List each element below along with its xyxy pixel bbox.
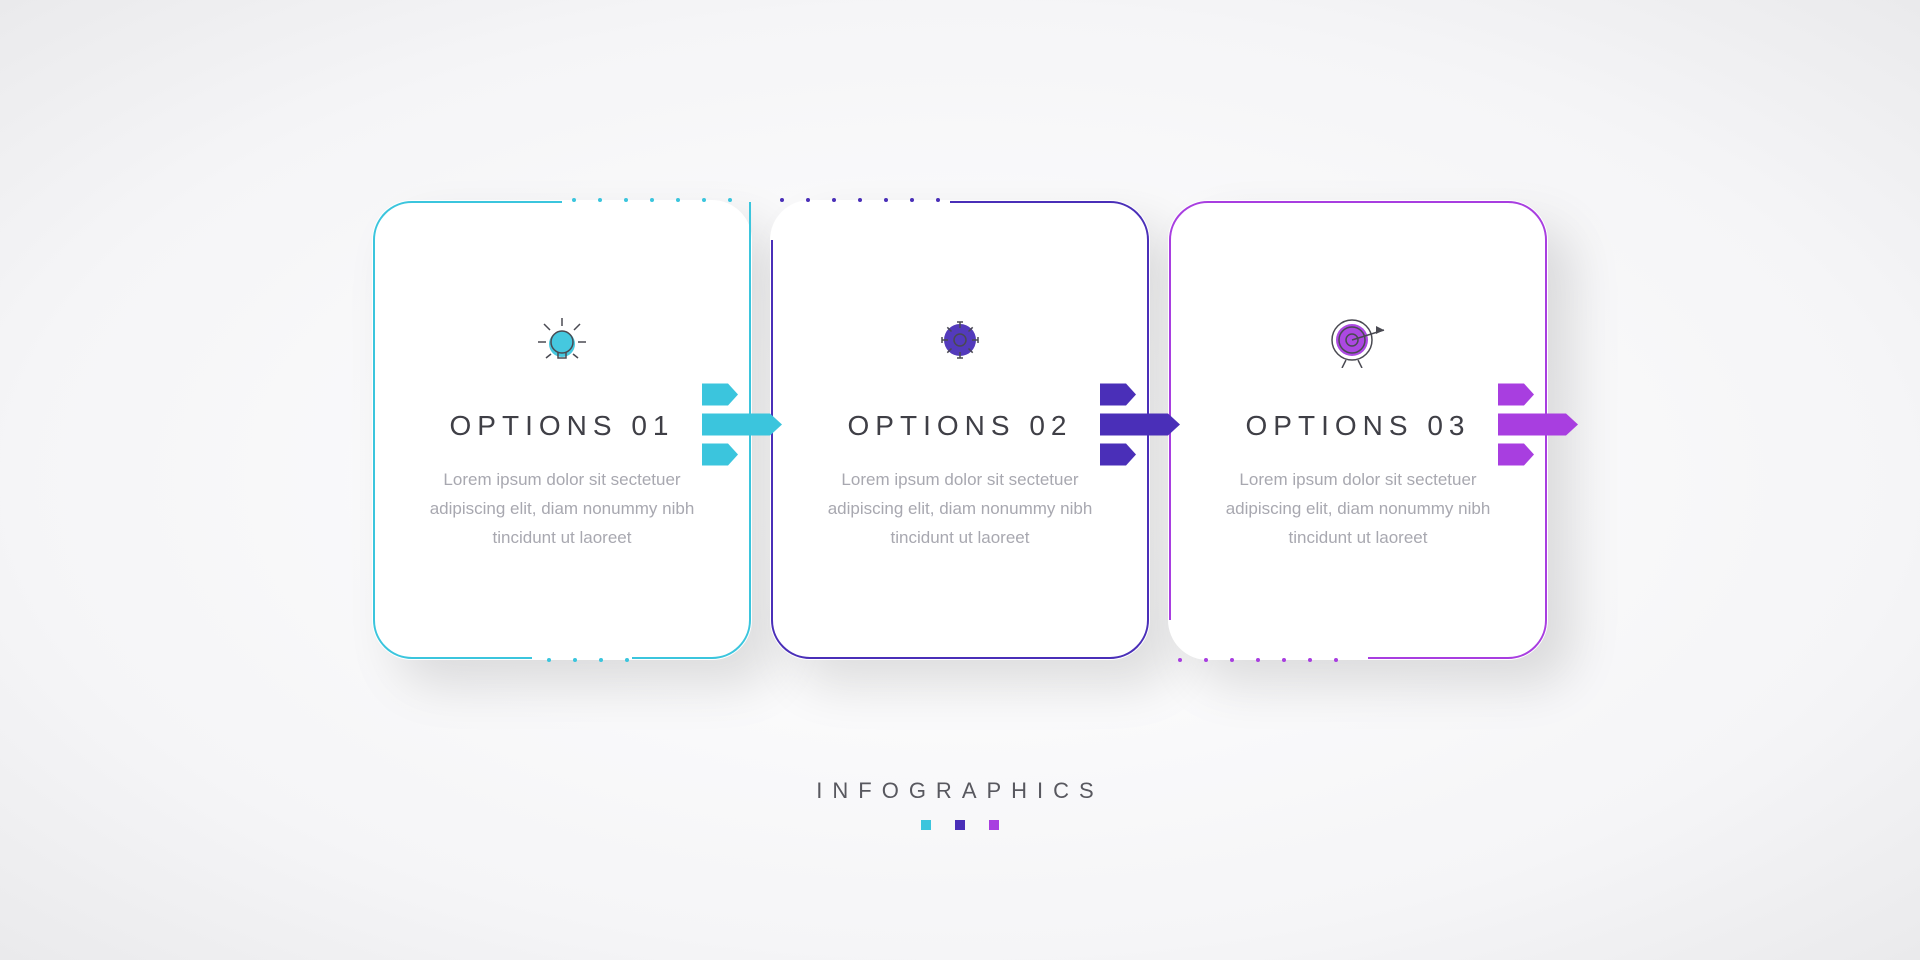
arrows-2	[1100, 378, 1200, 483]
legend	[921, 820, 999, 830]
option-card-1: OPTIONS 01 Lorem ipsum dolor sit sectetu…	[372, 200, 752, 660]
dots-bottom-1	[547, 658, 629, 662]
card-desc-2: Lorem ipsum dolor sit sectetuer adipisci…	[770, 466, 1150, 553]
dots-bottom-3	[1178, 658, 1338, 662]
card-title-3: OPTIONS 03	[1246, 410, 1471, 442]
card-title-2: OPTIONS 02	[848, 410, 1073, 442]
infographic-cards: OPTIONS 01 Lorem ipsum dolor sit sectetu…	[372, 200, 1548, 660]
dots-top-1	[572, 198, 732, 202]
option-card-3: OPTIONS 03 Lorem ipsum dolor sit sectetu…	[1168, 200, 1548, 660]
target-icon	[1326, 310, 1390, 370]
gear-icon	[934, 310, 986, 370]
footer: INFOGRAPHICS	[816, 778, 1103, 830]
lightbulb-icon	[532, 310, 592, 370]
arrows-1	[702, 378, 802, 483]
card-desc-3: Lorem ipsum dolor sit sectetuer adipisci…	[1168, 466, 1548, 553]
option-card-2: OPTIONS 02 Lorem ipsum dolor sit sectetu…	[770, 200, 1150, 660]
legend-square-1	[921, 820, 931, 830]
arrows-3	[1498, 378, 1598, 483]
legend-square-2	[955, 820, 965, 830]
card-desc-1: Lorem ipsum dolor sit sectetuer adipisci…	[372, 466, 752, 553]
card-title-1: OPTIONS 01	[450, 410, 675, 442]
legend-square-3	[989, 820, 999, 830]
footer-title: INFOGRAPHICS	[816, 778, 1103, 804]
dots-top-2	[780, 198, 940, 202]
